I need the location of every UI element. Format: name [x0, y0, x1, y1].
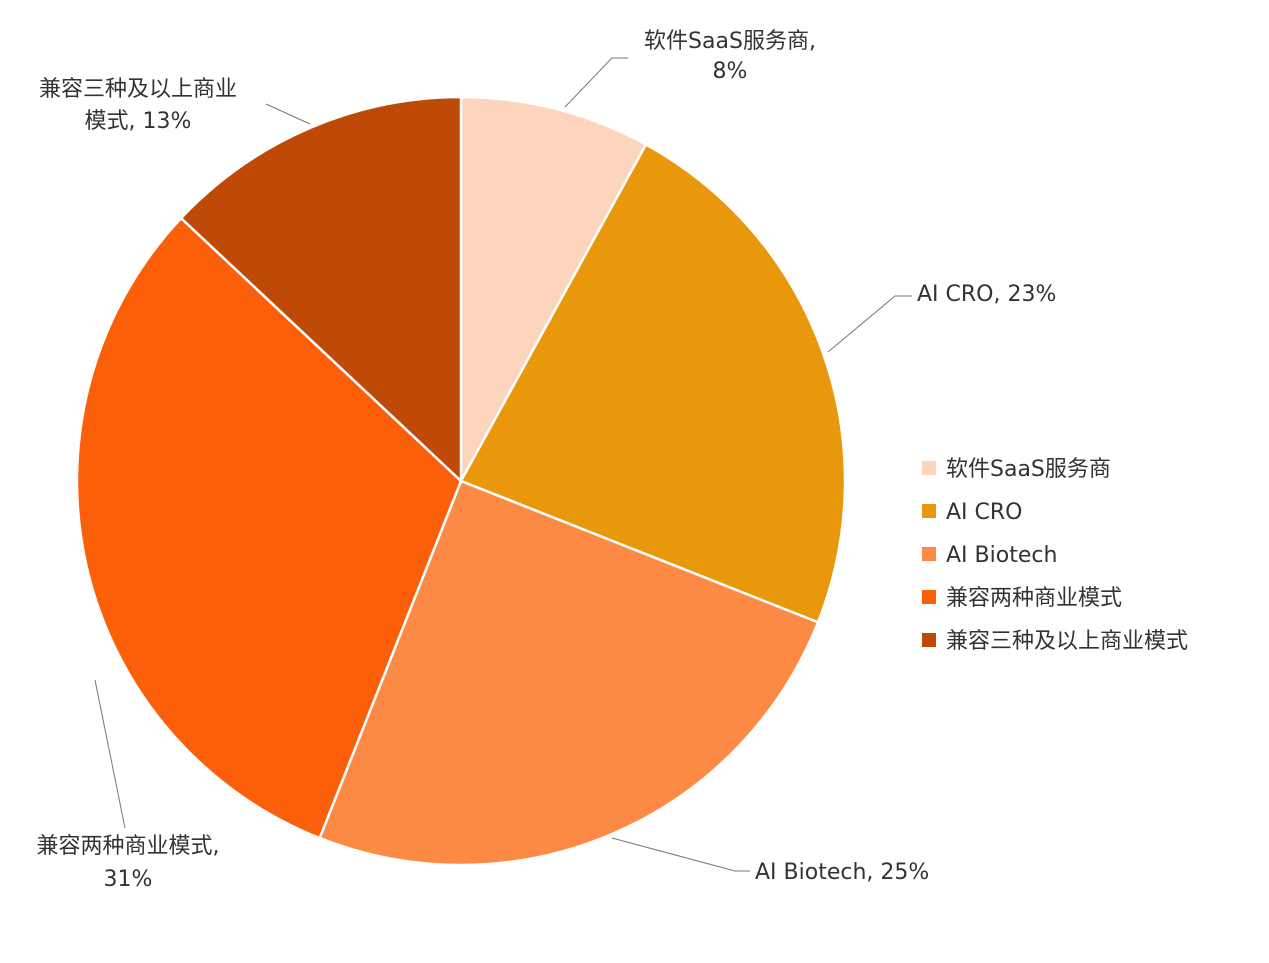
- data-label: 31%: [104, 867, 153, 892]
- legend-swatch: [922, 547, 936, 561]
- legend-swatch: [922, 590, 936, 604]
- legend-label: 兼容两种商业模式: [946, 586, 1122, 611]
- legend-label: AI CRO: [946, 500, 1023, 525]
- leader-line: [564, 57, 628, 108]
- data-label: AI Biotech, 25%: [755, 860, 929, 885]
- data-label: 兼容两种商业模式,: [37, 834, 220, 859]
- legend-label: AI Biotech: [946, 543, 1057, 568]
- legend-swatch: [922, 504, 936, 518]
- data-label: AI CRO, 23%: [917, 282, 1056, 307]
- legend-label: 兼容三种及以上商业模式: [946, 629, 1188, 654]
- data-label: 模式, 13%: [85, 109, 192, 134]
- pie-slice: [459, 142, 847, 624]
- leader-line: [827, 295, 912, 353]
- legend-swatch: [922, 633, 936, 647]
- pie-slice: [318, 479, 820, 867]
- pie-slice: [75, 216, 463, 840]
- legend-label: 软件SaaS服务商: [946, 457, 1111, 482]
- leader-line: [611, 837, 750, 872]
- data-label: 8%: [713, 59, 748, 84]
- leader-line: [265, 103, 311, 125]
- leader-line: [94, 679, 126, 829]
- legend-swatch: [922, 461, 936, 475]
- pie-slice: [179, 95, 463, 484]
- data-label: 兼容三种及以上商业: [39, 77, 237, 102]
- data-label: 软件SaaS服务商,: [644, 29, 816, 54]
- pie-slice: [459, 95, 648, 482]
